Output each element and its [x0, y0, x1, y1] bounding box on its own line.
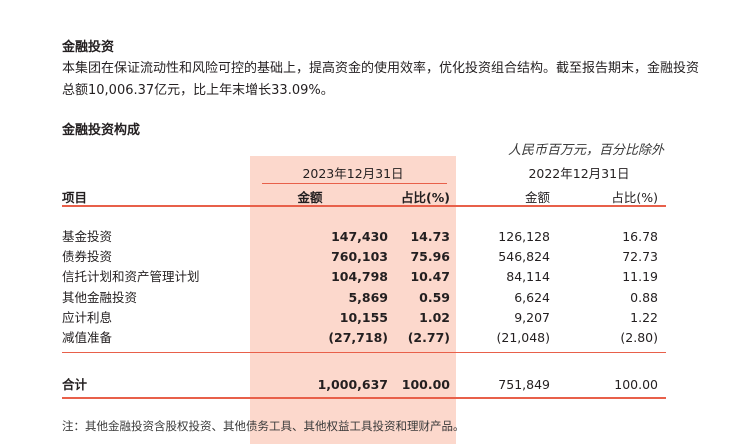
period-prior-header: 2022年12月31日 — [528, 166, 630, 181]
row-ratio-2023: 75.96 — [410, 249, 450, 265]
total-label: 合计 — [62, 377, 88, 392]
header-rule — [62, 205, 666, 207]
period-current-header: 2023年12月31日 — [302, 166, 404, 181]
total-rule — [62, 397, 666, 399]
row-ratio-2023: 14.73 — [410, 229, 450, 244]
ratio-header-2023: 占比(%) — [401, 190, 450, 205]
amount-header-2022: 金额 — [524, 190, 550, 205]
row-amount-2022: 9,207 — [514, 309, 550, 325]
row-label: 其他金融投资 — [62, 289, 138, 305]
row-ratio-2022: 11.19 — [622, 269, 658, 285]
row-ratio-2022: (2.80) — [620, 330, 658, 345]
row-amount-2023: (27,718) — [328, 330, 388, 345]
row-amount-2022: 126,128 — [498, 229, 550, 244]
row-amount-2022: 546,824 — [498, 249, 550, 265]
period-current-underline — [262, 183, 447, 184]
total-ratio-2022: 100.00 — [614, 377, 658, 392]
footnote: 注：其他金融投资含股权投资、其他债务工具、其他权益工具投资和理财产品。 — [62, 419, 465, 433]
subtotal-rule — [62, 352, 666, 353]
row-ratio-2022: 16.78 — [622, 229, 658, 244]
total-amount-2022: 751,849 — [498, 377, 550, 392]
row-amount-2023: 104,798 — [331, 269, 388, 285]
row-amount-2022: 6,624 — [514, 289, 550, 305]
row-amount-2023: 760,103 — [331, 249, 388, 265]
row-ratio-2023: (2.77) — [407, 330, 450, 345]
item-header: 项目 — [62, 190, 88, 205]
total-ratio-2023: 100.00 — [401, 377, 450, 392]
row-ratio-2022: 72.73 — [622, 249, 658, 265]
row-ratio-2023: 1.02 — [419, 309, 450, 325]
ratio-header-2022: 占比(%) — [611, 190, 658, 205]
row-ratio-2023: 0.59 — [419, 289, 450, 305]
row-amount-2022: (21,048) — [496, 330, 551, 345]
row-amount-2022: 84,114 — [506, 269, 550, 285]
row-label: 减值准备 — [62, 330, 113, 345]
section-title-composition: 金融投资构成 — [62, 123, 141, 138]
current-period-highlight — [250, 156, 456, 444]
row-amount-2023: 10,155 — [339, 309, 388, 325]
row-label: 基金投资 — [62, 229, 113, 244]
section-paragraph: 本集团在保证流动性和风险可控的基础上，提高资金的使用效率，优化投资组合结构。截至… — [62, 61, 700, 98]
row-amount-2023: 147,430 — [331, 229, 388, 244]
row-ratio-2022: 1.22 — [630, 309, 658, 325]
amount-header-2023: 金额 — [297, 190, 323, 205]
row-label: 应计利息 — [62, 309, 113, 325]
row-label: 债券投资 — [62, 249, 113, 265]
row-ratio-2022: 0.88 — [630, 289, 658, 305]
row-amount-2023: 5,869 — [348, 289, 388, 305]
section-title-financial-investment: 金融投资 — [62, 40, 115, 55]
unit-note: 人民币百万元，百分比除外 — [507, 143, 664, 158]
row-ratio-2023: 10.47 — [410, 269, 450, 285]
row-label: 信托计划和资产管理计划 — [62, 269, 200, 285]
total-amount-2023: 1,000,637 — [317, 377, 388, 392]
